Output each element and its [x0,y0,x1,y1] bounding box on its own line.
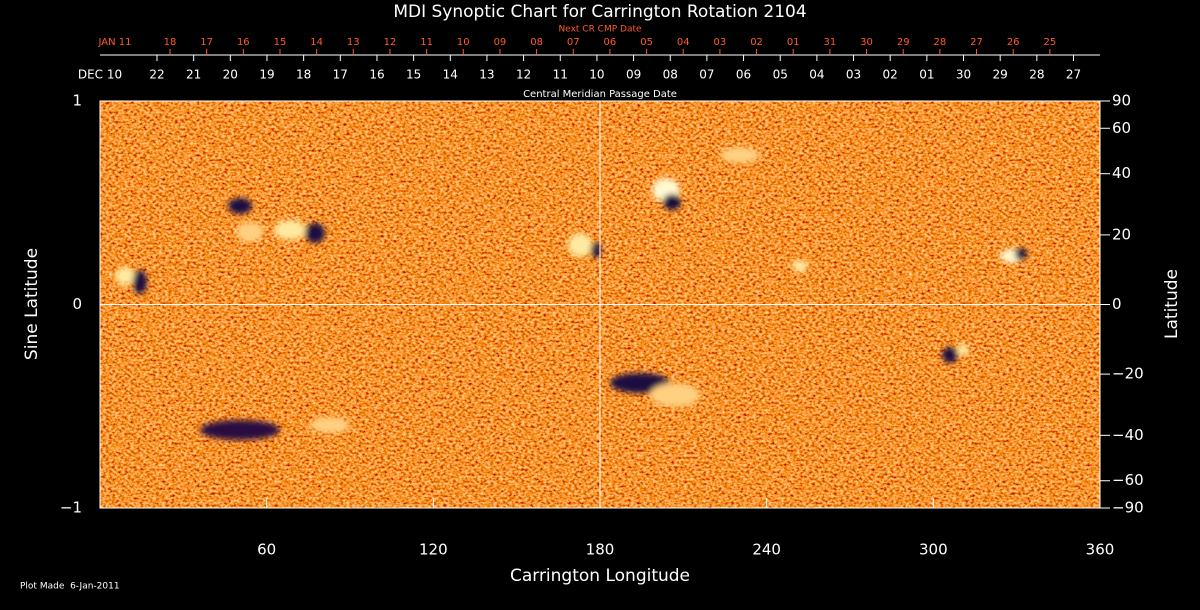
cmp-date: 27 [1066,68,1081,82]
cmp-date: 18 [296,68,311,82]
next-cr-date: 18 [164,37,177,48]
cmp-date: 01 [919,68,934,82]
region [133,270,147,294]
next-cr-date: 03 [714,37,727,48]
next-cr-date: 12 [384,37,397,48]
next-cr-date: 05 [640,37,653,48]
cmp-date: 06 [736,68,751,82]
region [310,417,350,433]
region [650,383,700,407]
region [957,344,969,356]
region [663,194,681,210]
region [591,242,601,258]
cmp-date: 05 [773,68,788,82]
cmp-date: 12 [516,68,531,82]
next-cr-date: JAN 11 [98,37,132,48]
next-cr-date: 13 [347,37,360,48]
region [236,222,264,242]
next-cr-date: 01 [787,37,800,48]
y-tick-label: −1 [60,499,82,517]
cmp-date: 10 [589,68,604,82]
x-tick-label: 300 [919,541,948,559]
region [792,260,808,272]
cmp-date: DEC 10 [78,68,122,82]
next-cr-date: 14 [310,37,323,48]
next-cr-date: 06 [604,37,617,48]
region [228,198,252,214]
y2-tick-label: 0 [1112,295,1122,313]
next-cr-date: 17 [200,37,213,48]
next-cr-date: 26 [1007,37,1020,48]
next-cr-date: 09 [494,37,507,48]
cmp-date: 13 [479,68,494,82]
cmp-date: 16 [369,68,384,82]
cmp-date: 20 [223,68,238,82]
y2-tick-label: 60 [1112,119,1131,137]
region [274,220,306,240]
chart-title: MDI Synoptic Chart for Carrington Rotati… [393,2,806,22]
cmp-date: 09 [626,68,641,82]
active-regions [115,147,1027,440]
region [942,347,958,363]
next-cr-date: 27 [970,37,983,48]
next-cr-date: 10 [457,37,470,48]
x-tick-label: 180 [586,541,615,559]
next-cr-date: 08 [530,37,543,48]
next-cr-date: 02 [750,37,763,48]
cmp-date: 08 [663,68,678,82]
region [1015,248,1027,260]
x-tick-label: 240 [752,541,781,559]
x-tick-label: 360 [1086,541,1115,559]
y2-tick-label: 40 [1112,164,1131,182]
cmp-label: Central Meridian Passage Date [523,89,677,100]
cmp-date: 30 [956,68,971,82]
next-cr-date: 07 [567,37,580,48]
y2-tick-label: 20 [1112,225,1131,243]
x-tick-label: 120 [419,541,448,559]
next-cr-date: 11 [420,37,433,48]
y2-tick-label: −20 [1112,365,1144,383]
y-tick-label: 0 [72,295,82,313]
next-cr-label: Next CR CMP Date [558,25,642,35]
y2-tick-label: −40 [1112,426,1144,444]
footer: Plot Made 6-Jan-2011 [20,582,120,592]
y2-tick-label: 90 [1112,92,1131,110]
x-axis-label: Carrington Longitude [510,566,690,586]
cmp-date: 15 [406,68,421,82]
x-tick-label: 60 [257,541,276,559]
cmp-date: 04 [809,68,824,82]
cmp-date: 11 [553,68,568,82]
next-cr-date: 28 [933,37,946,48]
cmp-date: 02 [883,68,898,82]
cmp-date: 14 [443,68,458,82]
cmp-date: 22 [149,68,164,82]
region [720,147,760,163]
y2-tick-label: −90 [1112,499,1144,517]
region [305,223,325,243]
next-cr-date: 15 [274,37,287,48]
cmp-date: 28 [1029,68,1044,82]
next-cr-date: 30 [860,37,873,48]
region [200,420,280,440]
region [115,267,135,285]
cmp-date: 21 [186,68,201,82]
cmp-date: 29 [993,68,1008,82]
y-axis-label: Sine Latitude [22,248,42,360]
cmp-date: 17 [333,68,348,82]
region [568,233,592,257]
cmp-date: 07 [699,68,714,82]
next-cr-date: 16 [237,37,250,48]
cmp-date: 03 [846,68,861,82]
next-cr-date: 25 [1043,37,1056,48]
next-cr-date: 04 [677,37,690,48]
next-cr-date: 31 [824,37,837,48]
cmp-date: 19 [259,68,274,82]
y2-axis-label: Latitude [1162,269,1182,339]
y-tick-label: 1 [72,92,82,110]
next-cr-date: 29 [897,37,910,48]
y2-tick-label: −60 [1112,471,1144,489]
